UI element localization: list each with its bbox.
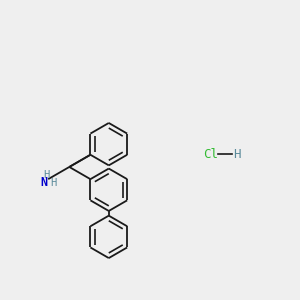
Text: Cl: Cl bbox=[203, 148, 218, 161]
Text: H: H bbox=[233, 148, 241, 161]
Text: N: N bbox=[40, 176, 47, 190]
Text: H: H bbox=[44, 170, 50, 180]
Text: H: H bbox=[50, 178, 57, 188]
